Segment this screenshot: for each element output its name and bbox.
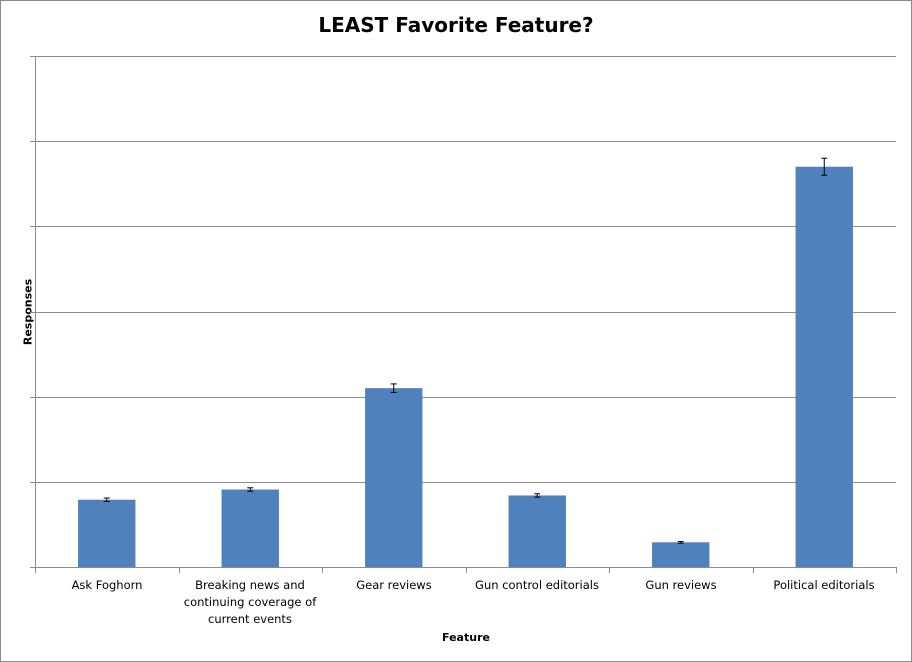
bar-0 xyxy=(78,499,136,567)
chart-title: LEAST Favorite Feature? xyxy=(318,13,594,37)
category-label-gun-control-editorials: Gun control editorials xyxy=(475,578,599,592)
category-label-gear-reviews: Gear reviews xyxy=(356,578,432,592)
bar-1 xyxy=(221,489,279,567)
x-axis-label: Feature xyxy=(442,631,490,644)
bar-3 xyxy=(508,495,566,567)
category-label-breaking-news: Breaking news and continuing coverage of… xyxy=(183,578,317,626)
bar-5 xyxy=(795,166,853,567)
bar-4 xyxy=(652,542,710,567)
category-label-political-editorials: Political editorials xyxy=(773,578,875,592)
category-label-ask-foghorn: Ask Foghorn xyxy=(71,578,143,592)
category-label-gun-reviews: Gun reviews xyxy=(645,578,717,592)
bar-2 xyxy=(365,388,423,567)
